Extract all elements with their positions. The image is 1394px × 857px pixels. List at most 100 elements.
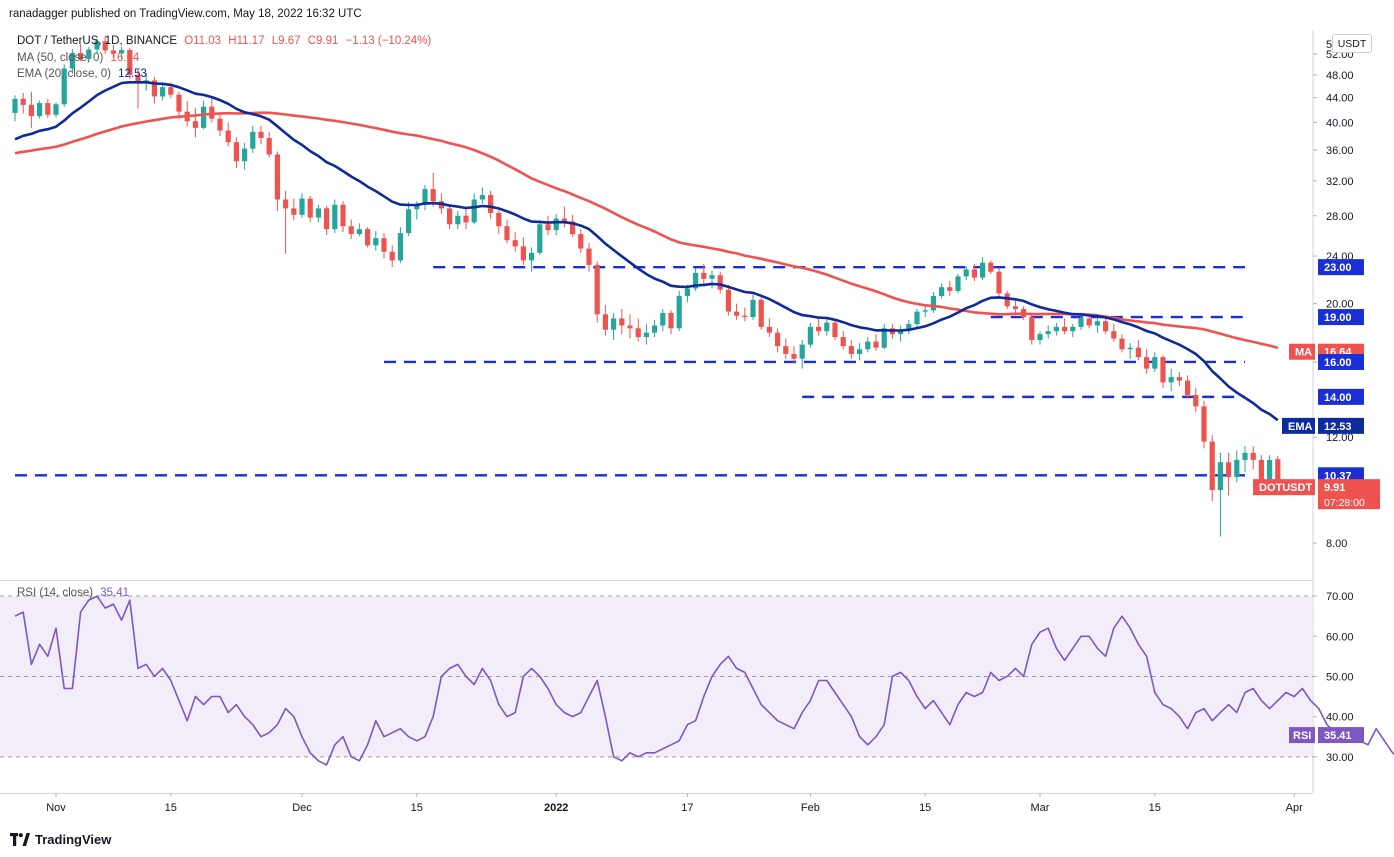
- candle-body: [324, 208, 330, 230]
- candle-body: [996, 271, 1002, 294]
- rsi-tick-label: 70.00: [1326, 591, 1354, 603]
- candle-body: [939, 287, 945, 296]
- candle-body: [356, 229, 362, 235]
- candle-body: [1127, 347, 1133, 350]
- last-price-tag: 9.91: [1324, 482, 1345, 494]
- candle-body: [258, 131, 264, 139]
- symbol-label[interactable]: DOT / TetherUS, 1D, BINANCE: [17, 35, 177, 47]
- open-value: O11.03: [184, 35, 222, 47]
- candle-body: [1119, 338, 1125, 350]
- candle-body: [1267, 459, 1273, 483]
- rsi-line: [14, 595, 1394, 766]
- tradingview-brand: TradingView: [35, 832, 112, 847]
- candle-body: [586, 248, 592, 265]
- high-value: H11.17: [228, 35, 265, 47]
- candle-body: [1053, 326, 1059, 332]
- currency-button[interactable]: USDT: [1332, 34, 1372, 53]
- candle-body: [1226, 462, 1232, 478]
- rsi-tick-label: 40.00: [1326, 712, 1354, 724]
- level-price-tag-bg: [1318, 388, 1364, 405]
- candle-body: [553, 218, 559, 231]
- candle-body: [1217, 462, 1223, 491]
- change-value: −1.13 (−10.24%): [345, 35, 432, 47]
- candle-body: [709, 275, 715, 279]
- candle-body: [176, 94, 182, 112]
- candle-body: [1144, 357, 1150, 369]
- ma-legend[interactable]: MA (50, close, 0) 16.64: [17, 52, 143, 64]
- candle-body: [1004, 293, 1010, 307]
- candle-body: [119, 50, 125, 54]
- candle-body: [28, 104, 34, 117]
- candle-body: [914, 311, 920, 325]
- time-tick-label: Nov: [46, 802, 66, 814]
- candle-body: [1185, 380, 1191, 396]
- candle-body: [373, 238, 379, 246]
- price-tick-label: 8.00: [1326, 538, 1347, 550]
- candle-body: [775, 332, 781, 347]
- candle-body: [397, 233, 403, 261]
- candle-body: [898, 329, 904, 335]
- ema-price-tag: 12.53: [1324, 421, 1352, 433]
- candle-body: [332, 204, 338, 230]
- time-tick-label: 15: [1149, 802, 1161, 814]
- candle-body: [1209, 441, 1215, 491]
- candle-body: [602, 314, 608, 330]
- ma-legend-label: MA (50, close, 0): [17, 52, 104, 64]
- price-tick-label: 20.00: [1326, 299, 1354, 311]
- candle-body: [37, 103, 43, 117]
- candle-body: [160, 87, 166, 97]
- candle-body: [520, 246, 526, 261]
- candle-body: [955, 276, 961, 291]
- candlestick-series: [12, 35, 1281, 537]
- candle-body: [1086, 318, 1092, 326]
- price-tick-label-partial: 5: [1326, 39, 1332, 51]
- price-tick-label: 32.00: [1326, 176, 1354, 188]
- symbol-legend[interactable]: DOT / TetherUS, 1D, BINANCE O11.03 H11.1…: [17, 35, 435, 47]
- candle-body: [1234, 459, 1240, 478]
- candle-body: [570, 221, 576, 235]
- rsi-legend-label: RSI (14, close): [17, 587, 94, 599]
- candle-body: [783, 346, 789, 354]
- tradingview-logo[interactable]: TradingView: [10, 832, 111, 847]
- bar-countdown-label: 07:28:00: [1324, 497, 1365, 509]
- candle-body: [1094, 321, 1100, 326]
- candle-body: [250, 131, 256, 149]
- rsi-band: [0, 595, 1313, 758]
- candle-body: [578, 234, 584, 249]
- candle-body: [988, 262, 994, 272]
- horizontal-levels[interactable]: [15, 265, 1245, 477]
- time-tick-label: Apr: [1286, 802, 1303, 814]
- candle-body: [414, 204, 420, 210]
- candle-body: [980, 262, 986, 278]
- candle-body: [242, 148, 248, 162]
- ema-name-tag: EMA: [1288, 421, 1313, 433]
- candle-body: [479, 195, 485, 200]
- time-tick-label: Mar: [1031, 802, 1050, 814]
- candle-body: [1201, 406, 1207, 442]
- candle-body: [315, 208, 321, 218]
- candle-body: [1275, 459, 1281, 488]
- candle-body: [447, 208, 453, 225]
- rsi-tick-label: 30.00: [1326, 752, 1354, 764]
- ema-legend[interactable]: EMA (20, close, 0) 12.53: [17, 68, 151, 80]
- candle-body: [766, 326, 772, 333]
- candle-body: [529, 252, 535, 261]
- candle-body: [799, 344, 805, 359]
- time-tick-label: Dec: [292, 802, 312, 814]
- candle-body: [192, 121, 198, 128]
- rsi-value-tag-bg: [1318, 727, 1364, 744]
- candle-body: [283, 199, 289, 209]
- candle-body: [274, 154, 280, 200]
- time-axis[interactable]: Nov15Dec15202217Feb15Mar15Apr15May16Jun: [46, 793, 1394, 814]
- tradingview-logo-icon: [10, 833, 30, 846]
- rsi-legend[interactable]: RSI (14, close) 35.41: [17, 587, 133, 599]
- level-price-tag: 19.00: [1324, 312, 1352, 324]
- candle-body: [668, 312, 674, 329]
- candle-body: [750, 299, 756, 318]
- candle-body: [110, 50, 116, 54]
- candle-body: [684, 288, 690, 296]
- candle-body: [340, 204, 346, 227]
- candle-body: [61, 68, 67, 105]
- candle-body: [545, 224, 551, 231]
